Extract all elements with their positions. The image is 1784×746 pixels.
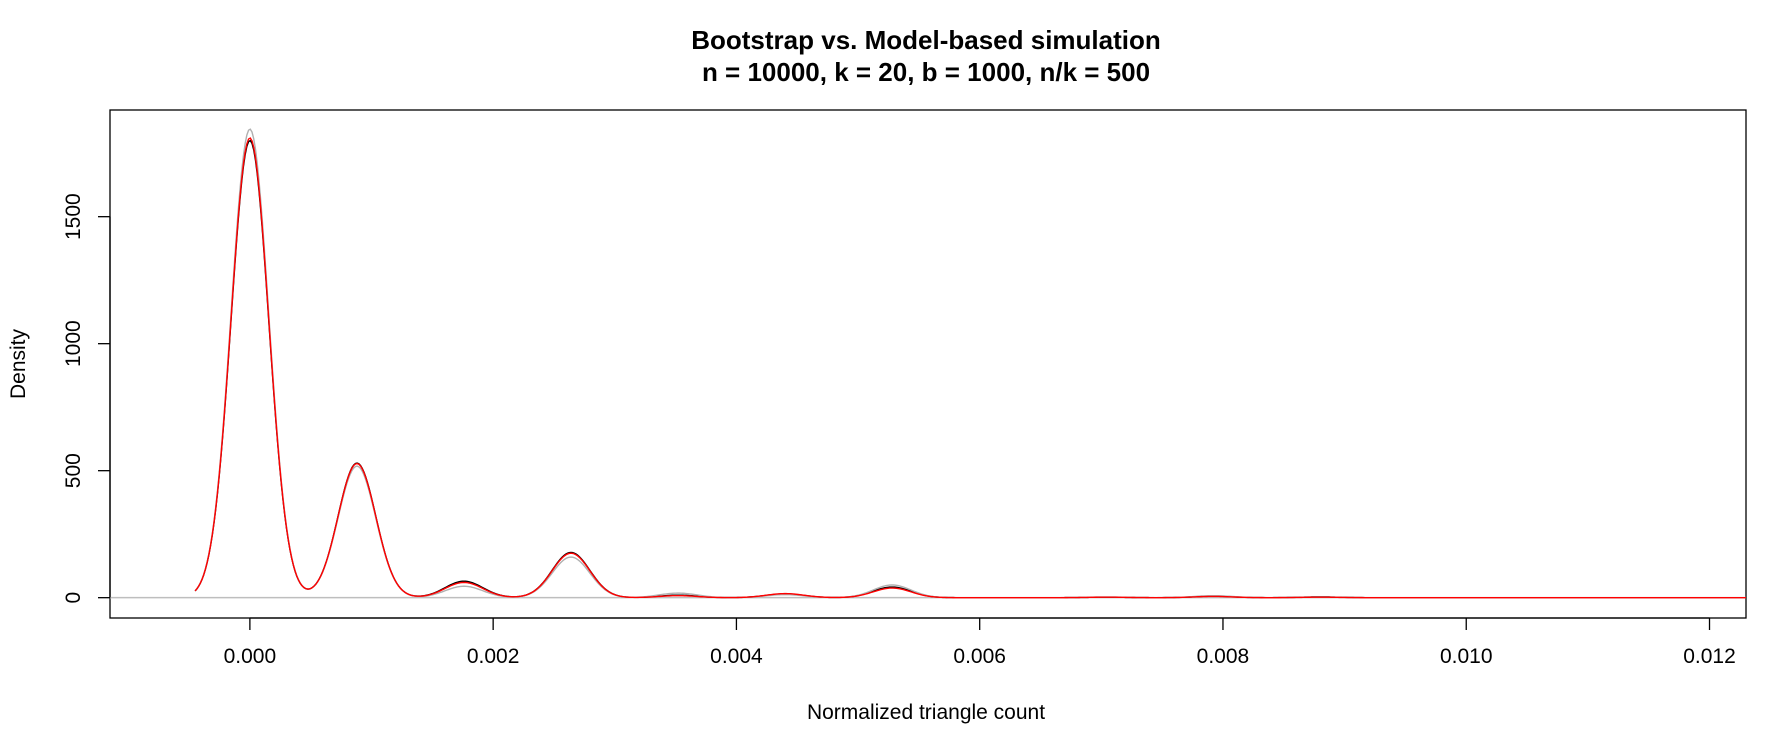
density-line-3 — [194, 137, 1746, 599]
y-tick-label: 500 — [62, 453, 85, 488]
x-axis: 0.000 0.002 0.004 0.006 0.008 0.010 0.012 — [224, 617, 1736, 668]
plot-frame — [109, 109, 1747, 619]
density-line-2 — [194, 128, 1746, 599]
y-tick-label: 1000 — [62, 320, 85, 367]
x-axis-label: Normalized triangle count — [807, 701, 1045, 724]
x-tick-label: 0.008 — [1197, 645, 1250, 668]
x-tick-label: 0.012 — [1683, 645, 1736, 668]
chart-title: Bootstrap vs. Model-based simulation — [691, 25, 1161, 55]
density-line-1 — [194, 139, 1746, 599]
y-axis: 0 500 1000 1500 — [62, 193, 111, 604]
x-tick-label: 0.000 — [224, 645, 277, 668]
x-tick-label: 0.004 — [710, 645, 763, 668]
x-tick-label: 0.010 — [1440, 645, 1493, 668]
y-axis-label: Density — [7, 328, 30, 399]
y-tick-label: 1500 — [62, 193, 85, 240]
y-tick-label: 0 — [62, 592, 85, 604]
x-tick-label: 0.006 — [953, 645, 1006, 668]
chart-subtitle: n = 10000, k = 20, b = 1000, n/k = 500 — [702, 57, 1150, 87]
x-tick-label: 0.002 — [467, 645, 520, 668]
density-series — [194, 128, 1746, 599]
